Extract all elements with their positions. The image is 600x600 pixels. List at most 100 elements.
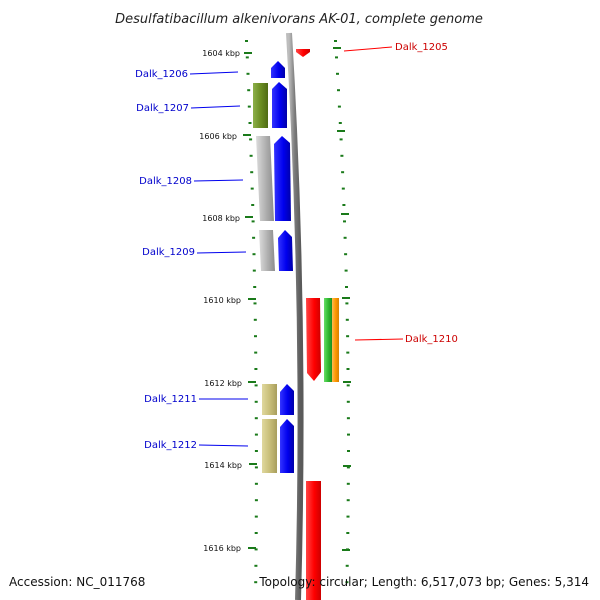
tick-dot bbox=[254, 564, 258, 567]
tick-dot bbox=[254, 450, 258, 452]
tick-dot bbox=[337, 89, 340, 92]
tick-dot bbox=[345, 302, 349, 305]
tick-dot bbox=[254, 368, 258, 370]
leader-lines bbox=[189, 46, 404, 447]
gene-dalk-1207[interactable] bbox=[272, 82, 287, 128]
left-tick-column bbox=[245, 40, 258, 584]
genome-summary: Topology: circular; Length: 6,517,073 bp… bbox=[258, 575, 589, 589]
tick-dot bbox=[345, 564, 349, 567]
tick-dot bbox=[344, 253, 348, 256]
tick-dot bbox=[254, 433, 258, 436]
tick-dot bbox=[254, 515, 258, 518]
tick-dot bbox=[248, 122, 252, 124]
scale-label: 1606 kbp bbox=[199, 132, 237, 141]
tick-dot bbox=[252, 269, 256, 272]
gene-label-dalk-1205[interactable]: Dalk_1205 bbox=[395, 42, 448, 53]
scale-label: 1612 kbp bbox=[204, 379, 242, 388]
map-title: Desulfatibacillum alkenivorans AK-01, co… bbox=[115, 12, 483, 27]
gene-features bbox=[253, 49, 339, 600]
tick-dot bbox=[254, 335, 257, 338]
chromosome-backbone bbox=[286, 32, 304, 600]
gene-dalk-1208[interactable] bbox=[274, 136, 291, 221]
tick-dot bbox=[254, 351, 258, 354]
tick-dot bbox=[347, 450, 350, 452]
tick-dot bbox=[253, 302, 257, 305]
gene-dalk-1211-homolog bbox=[262, 384, 277, 415]
gene-dalk-1210[interactable] bbox=[306, 298, 321, 381]
gene-dalk-1205[interactable] bbox=[296, 49, 310, 57]
tick-dot bbox=[254, 499, 258, 502]
gene-label-dalk-1207[interactable]: Dalk_1207 bbox=[136, 103, 189, 114]
tick-dot bbox=[254, 384, 258, 387]
tick-dot bbox=[334, 40, 337, 42]
tick-dot bbox=[340, 154, 344, 157]
tick-dot bbox=[251, 220, 255, 223]
tick-dot bbox=[339, 138, 343, 141]
accession-text: Accession: NC_011768 bbox=[9, 575, 145, 589]
gene-label-dalk-1210[interactable]: Dalk_1210 bbox=[405, 334, 458, 345]
gene-label-dalk-1208[interactable]: Dalk_1208 bbox=[139, 176, 192, 187]
tick-dot bbox=[252, 253, 256, 256]
tick-dot bbox=[346, 368, 350, 370]
gene-label-dalk-1206[interactable]: Dalk_1206 bbox=[135, 69, 188, 80]
tick-dot bbox=[252, 236, 256, 239]
gene-label-dalk-1212[interactable]: Dalk_1212 bbox=[144, 440, 197, 451]
gene-dalk-1208-homolog bbox=[256, 136, 274, 221]
gene-dalk-1209[interactable] bbox=[278, 230, 293, 271]
tick-dot bbox=[343, 220, 346, 223]
tick-dot bbox=[246, 72, 250, 75]
tick-dot bbox=[346, 482, 350, 485]
tick-dot bbox=[346, 466, 350, 469]
tick-dot bbox=[250, 187, 254, 190]
scale-label: 1614 kbp bbox=[204, 461, 242, 470]
tick-dot bbox=[253, 286, 257, 288]
tick-dot bbox=[345, 286, 348, 288]
tick-dot bbox=[346, 499, 350, 502]
tick-dot bbox=[254, 532, 258, 534]
tick-dot bbox=[249, 154, 253, 157]
tick-dot bbox=[337, 105, 341, 108]
tick-dot bbox=[345, 318, 349, 321]
tick-dot bbox=[254, 548, 258, 551]
tick-dot bbox=[341, 171, 345, 174]
tick-dot bbox=[245, 56, 249, 59]
scale-label: 1604 kbp bbox=[202, 49, 240, 58]
tick-dot bbox=[254, 482, 258, 485]
tick-dot bbox=[344, 269, 348, 272]
tick-dot bbox=[343, 236, 347, 239]
gene-dalk-1212-homolog bbox=[262, 419, 277, 473]
tick-dot bbox=[247, 89, 251, 92]
tick-dot bbox=[335, 56, 338, 59]
tick-dot bbox=[341, 187, 345, 190]
tick-dot bbox=[345, 581, 349, 584]
scale-label: 1610 kbp bbox=[203, 296, 241, 305]
tick-dot bbox=[346, 351, 350, 354]
tick-dot bbox=[251, 204, 255, 206]
gene-dalk-1212[interactable] bbox=[280, 419, 294, 473]
scale-labels: 1604 kbp 1606 kbp 1608 kbp 1610 kbp 1612… bbox=[199, 49, 242, 553]
gene-dalk-1209-homolog bbox=[259, 230, 275, 271]
tick-dot bbox=[249, 138, 253, 141]
gene-dalk-1206[interactable] bbox=[271, 61, 285, 78]
gene-partial-bottom bbox=[306, 481, 321, 600]
gene-dalk-1207-homolog bbox=[253, 83, 268, 128]
tick-dot bbox=[346, 417, 350, 420]
tick-dot bbox=[347, 433, 350, 436]
gene-labels: Dalk_1205 Dalk_1206 Dalk_1207 Dalk_1208 … bbox=[135, 42, 458, 451]
tick-dot bbox=[346, 532, 350, 534]
tick-dot bbox=[254, 417, 258, 420]
gene-dalk-1211[interactable] bbox=[280, 384, 294, 415]
tick-dot bbox=[346, 335, 350, 338]
tick-dot bbox=[254, 466, 258, 469]
tick-dot bbox=[336, 72, 339, 75]
tick-dot bbox=[338, 122, 342, 124]
major-ticks bbox=[243, 47, 351, 551]
gene-dalk-1210-orange bbox=[332, 298, 339, 382]
tick-dot bbox=[346, 515, 350, 518]
tick-dot bbox=[247, 105, 251, 108]
tick-dot bbox=[346, 400, 350, 403]
tick-dot bbox=[254, 581, 258, 584]
gene-label-dalk-1211[interactable]: Dalk_1211 bbox=[144, 394, 197, 405]
gene-label-dalk-1209[interactable]: Dalk_1209 bbox=[142, 247, 195, 258]
scale-label: 1616 kbp bbox=[203, 544, 241, 553]
